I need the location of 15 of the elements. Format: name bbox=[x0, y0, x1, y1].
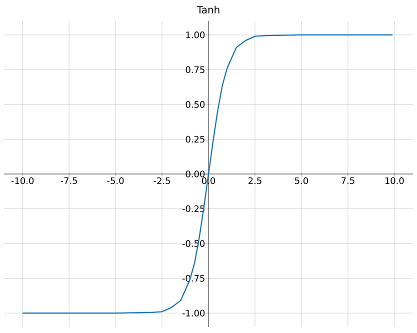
x-tick-label: 2.5 bbox=[248, 177, 262, 184]
x-tick-label: 10.0 bbox=[385, 177, 404, 184]
y-tick-label: 0.50 bbox=[186, 101, 205, 108]
y-tick-label: 0.75 bbox=[186, 66, 204, 74]
x-tick-label: -7.5 bbox=[60, 177, 78, 184]
x-tick-label: -2.5 bbox=[154, 177, 170, 184]
y-tick-label: 0.25 bbox=[186, 136, 204, 143]
y-tick-label: 0.00 bbox=[186, 170, 205, 178]
x-tick-label: -5.0 bbox=[107, 177, 124, 184]
x-tick-label: -10.0 bbox=[11, 177, 34, 184]
x-tick-label: 7.5 bbox=[342, 177, 354, 184]
chart-title: Tanh bbox=[196, 6, 220, 14]
y-tick-label: -1.00 bbox=[182, 310, 205, 316]
y-tick-label: 1.00 bbox=[186, 32, 205, 38]
x-tick-label: 5.0 bbox=[295, 177, 308, 184]
